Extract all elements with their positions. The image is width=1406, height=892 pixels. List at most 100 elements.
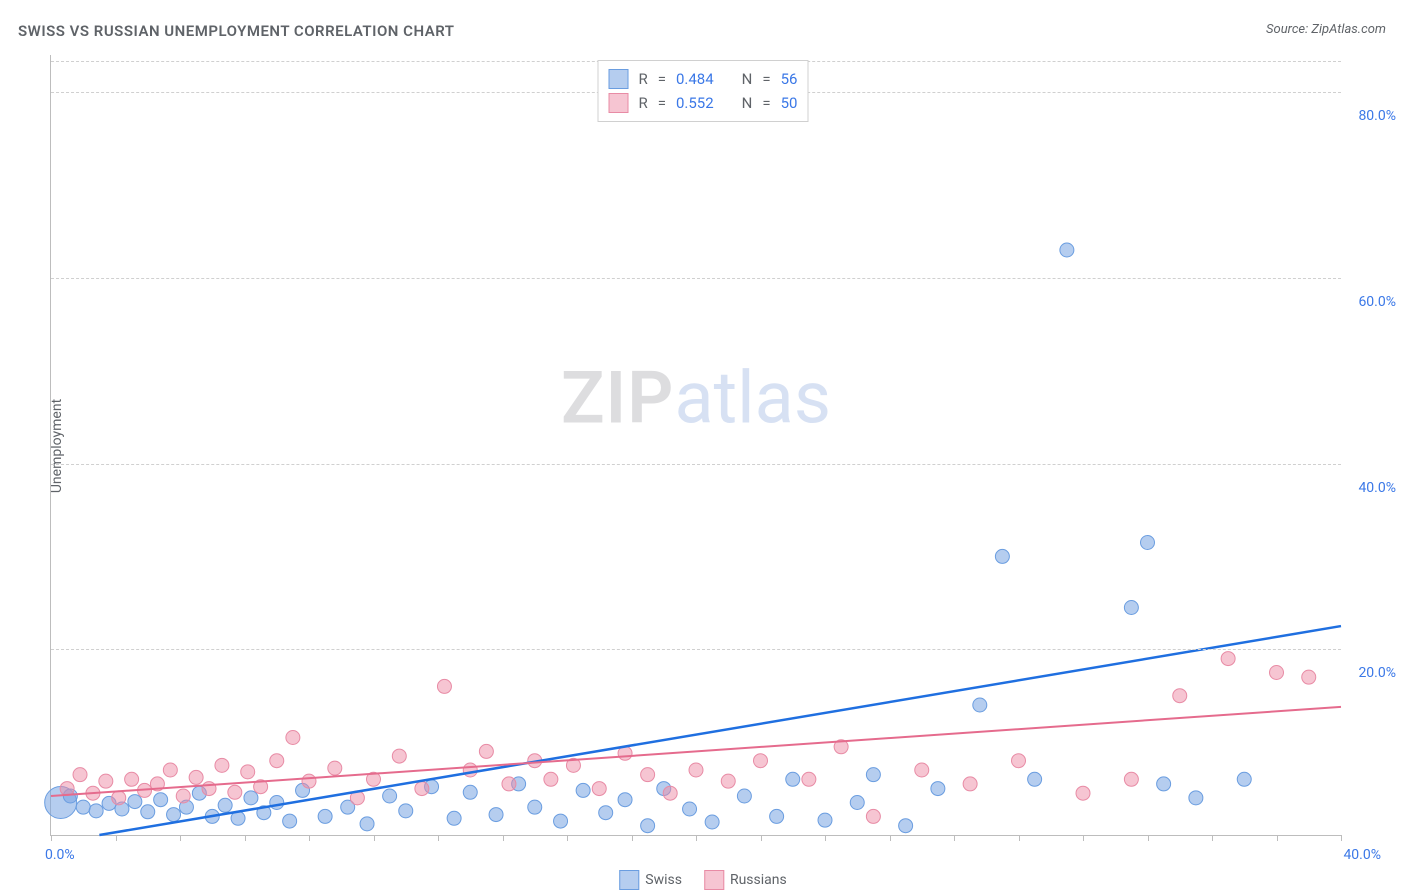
scatter-point bbox=[241, 765, 255, 779]
scatter-point bbox=[705, 815, 719, 829]
scatter-point bbox=[128, 795, 142, 809]
legend-r-value-swiss: 0.484 bbox=[676, 70, 714, 88]
scatter-point bbox=[899, 819, 913, 833]
legend-n-label: N bbox=[742, 94, 753, 112]
y-tick-label: 20.0% bbox=[1358, 665, 1396, 681]
scatter-point bbox=[270, 754, 284, 768]
scatter-point bbox=[76, 800, 90, 814]
scatter-point bbox=[995, 549, 1009, 563]
scatter-point bbox=[328, 761, 342, 775]
scatter-point bbox=[1028, 772, 1042, 786]
x-tick bbox=[374, 835, 375, 841]
scatter-point bbox=[286, 731, 300, 745]
gridline bbox=[51, 278, 1341, 279]
chart-container: SWISS VS RUSSIAN UNEMPLOYMENT CORRELATIO… bbox=[0, 0, 1406, 892]
scatter-point bbox=[1124, 601, 1138, 615]
chart-title: SWISS VS RUSSIAN UNEMPLOYMENT CORRELATIO… bbox=[18, 22, 455, 40]
x-tick bbox=[116, 835, 117, 841]
scatter-point bbox=[1157, 777, 1171, 791]
x-tick bbox=[438, 835, 439, 841]
x-tick bbox=[825, 835, 826, 841]
legend-equals: = bbox=[762, 94, 770, 112]
gridline bbox=[51, 649, 1341, 650]
scatter-point bbox=[318, 809, 332, 823]
legend-r-label: R bbox=[639, 70, 648, 88]
y-tick-label: 60.0% bbox=[1358, 294, 1396, 310]
scatter-point bbox=[973, 698, 987, 712]
scatter-point bbox=[963, 777, 977, 791]
scatter-point bbox=[931, 782, 945, 796]
scatter-point bbox=[502, 777, 516, 791]
legend-n-value-russians: 50 bbox=[781, 94, 798, 112]
legend-label-swiss: Swiss bbox=[645, 872, 682, 888]
scatter-point bbox=[683, 802, 697, 816]
trend-line bbox=[51, 707, 1341, 796]
scatter-point bbox=[1302, 670, 1316, 684]
x-tick bbox=[1148, 835, 1149, 841]
scatter-point bbox=[737, 789, 751, 803]
scatter-point bbox=[383, 789, 397, 803]
x-tick bbox=[890, 835, 891, 841]
scatter-point bbox=[283, 814, 297, 828]
scatter-point bbox=[437, 679, 451, 693]
x-tick bbox=[632, 835, 633, 841]
scatter-point bbox=[1237, 772, 1251, 786]
legend-correlation: R = 0.484 N = 56 R = 0.552 N = 50 bbox=[598, 60, 809, 122]
scatter-point bbox=[447, 811, 461, 825]
scatter-point bbox=[302, 774, 316, 788]
trend-line bbox=[99, 626, 1341, 835]
scatter-point bbox=[228, 785, 242, 799]
scatter-point bbox=[89, 804, 103, 818]
scatter-point bbox=[1060, 243, 1074, 257]
legend-equals: = bbox=[658, 94, 666, 112]
swatch-russians bbox=[609, 93, 629, 113]
scatter-point bbox=[802, 772, 816, 786]
legend-item-swiss: Swiss bbox=[619, 870, 682, 890]
scatter-point bbox=[202, 782, 216, 796]
scatter-point bbox=[721, 774, 735, 788]
scatter-point bbox=[154, 793, 168, 807]
source-attribution: Source: ZipAtlas.com bbox=[1266, 22, 1386, 37]
scatter-point bbox=[576, 783, 590, 797]
scatter-point bbox=[489, 808, 503, 822]
legend-equals: = bbox=[762, 70, 770, 88]
legend-row-swiss: R = 0.484 N = 56 bbox=[609, 67, 798, 91]
scatter-point bbox=[60, 782, 74, 796]
scatter-point bbox=[663, 786, 677, 800]
scatter-point bbox=[215, 758, 229, 772]
x-tick bbox=[1341, 835, 1342, 841]
x-tick bbox=[567, 835, 568, 841]
scatter-point bbox=[360, 817, 374, 831]
scatter-point bbox=[528, 800, 542, 814]
x-tick-label-max: 40.0% bbox=[1343, 847, 1381, 863]
scatter-point bbox=[754, 754, 768, 768]
legend-n-value-swiss: 56 bbox=[781, 70, 798, 88]
scatter-point bbox=[1012, 754, 1026, 768]
scatter-point bbox=[554, 814, 568, 828]
scatter-point bbox=[641, 768, 655, 782]
scatter-point bbox=[99, 774, 113, 788]
scatter-point bbox=[818, 813, 832, 827]
x-tick bbox=[309, 835, 310, 841]
swatch-swiss-bottom bbox=[619, 870, 639, 890]
scatter-point bbox=[866, 809, 880, 823]
scatter-point bbox=[770, 809, 784, 823]
scatter-point bbox=[592, 782, 606, 796]
scatter-point bbox=[1270, 666, 1284, 680]
scatter-point bbox=[141, 805, 155, 819]
scatter-point bbox=[786, 772, 800, 786]
legend-r-label: R bbox=[639, 94, 648, 112]
legend-label-russians: Russians bbox=[730, 872, 787, 888]
scatter-point bbox=[618, 793, 632, 807]
scatter-point bbox=[270, 796, 284, 810]
scatter-point bbox=[850, 796, 864, 810]
x-tick bbox=[1212, 835, 1213, 841]
scatter-point bbox=[167, 808, 181, 822]
scatter-point bbox=[176, 789, 190, 803]
scatter-point bbox=[866, 768, 880, 782]
gridline bbox=[51, 464, 1341, 465]
legend-series: Swiss Russians bbox=[619, 870, 786, 890]
legend-n-label: N bbox=[742, 70, 753, 88]
x-tick bbox=[180, 835, 181, 841]
x-tick bbox=[696, 835, 697, 841]
